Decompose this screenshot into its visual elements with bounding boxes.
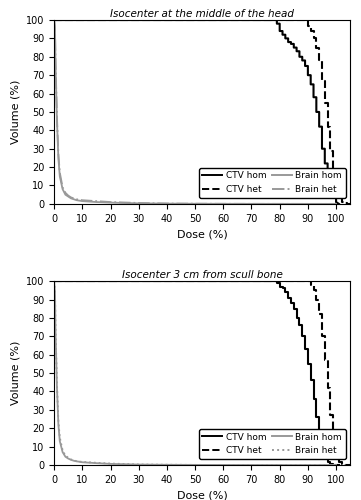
X-axis label: Dose (%): Dose (%) [177, 229, 227, 239]
Y-axis label: Volume (%): Volume (%) [10, 80, 21, 144]
Legend: CTV hom, CTV het, Brain hom, Brain het: CTV hom, CTV het, Brain hom, Brain het [199, 429, 345, 458]
Title: Isocenter 3 cm from scull bone: Isocenter 3 cm from scull bone [122, 270, 283, 280]
X-axis label: Dose (%): Dose (%) [177, 490, 227, 500]
Y-axis label: Volume (%): Volume (%) [10, 341, 21, 405]
Legend: CTV hom, CTV het, Brain hom, Brain het: CTV hom, CTV het, Brain hom, Brain het [199, 168, 345, 198]
Title: Isocenter at the middle of the head: Isocenter at the middle of the head [110, 9, 294, 19]
